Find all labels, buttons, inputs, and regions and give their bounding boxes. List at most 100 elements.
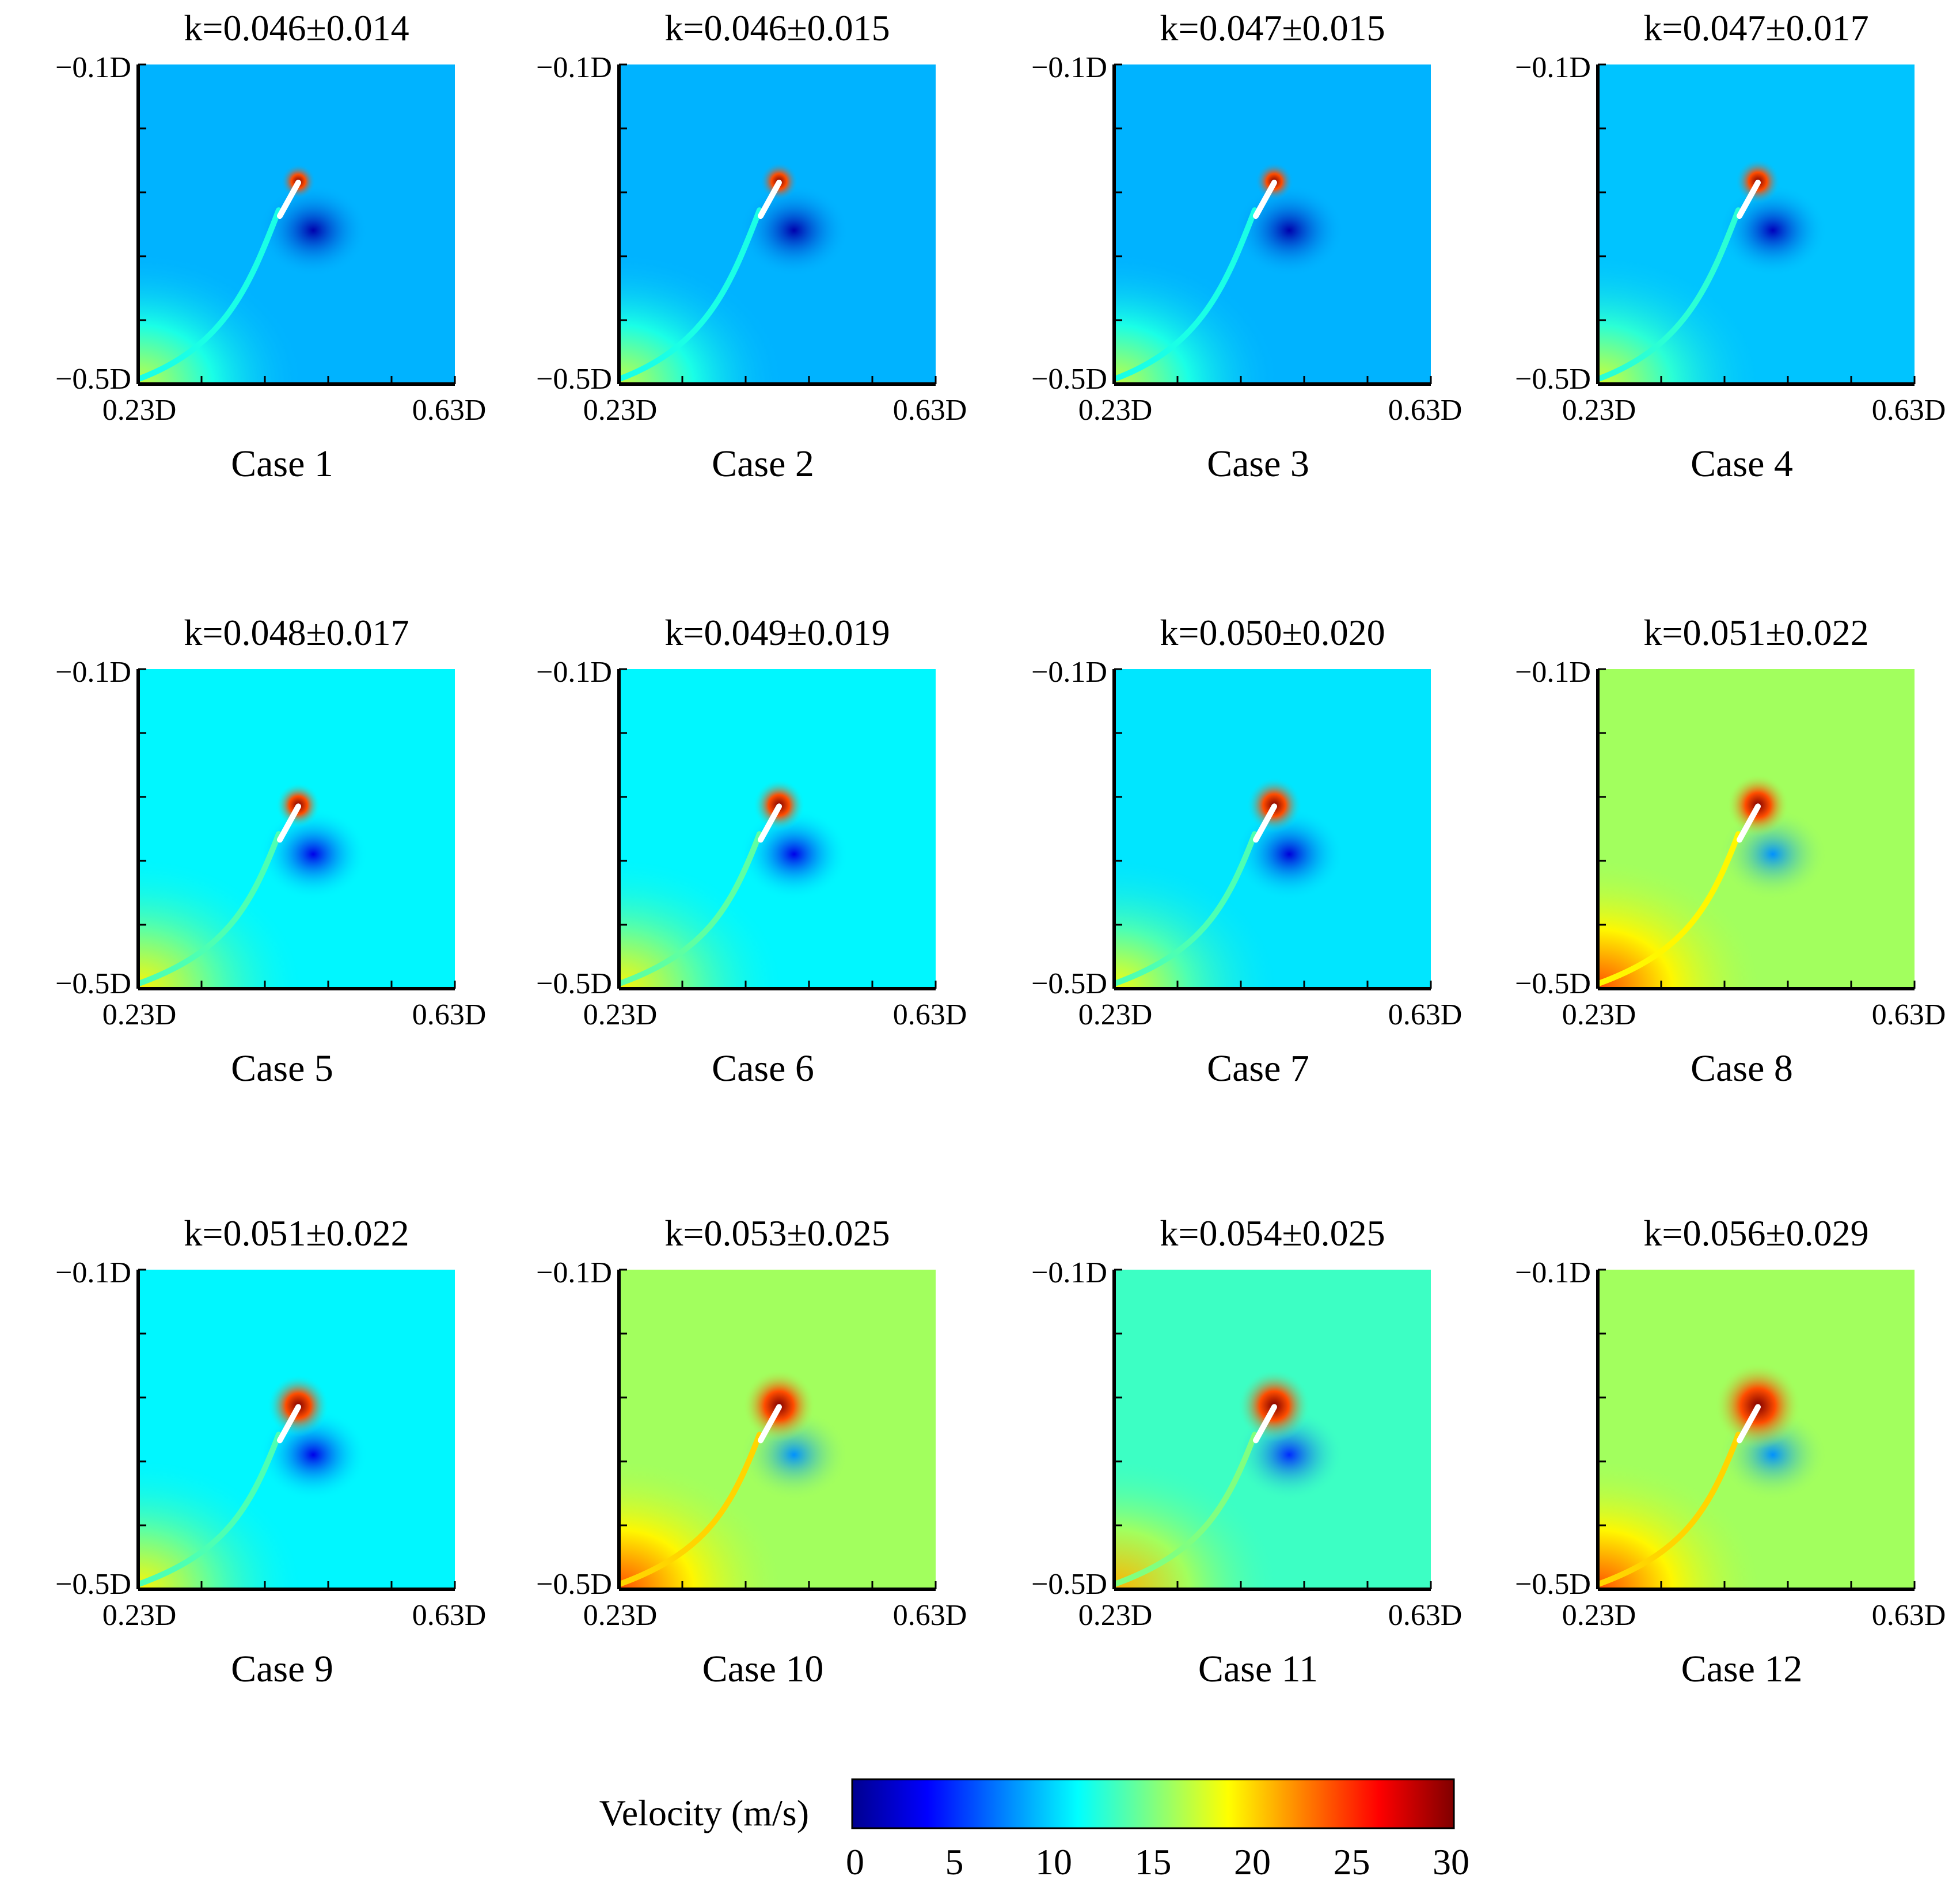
- velocity-field: [1114, 669, 1431, 989]
- blade-section: [1253, 803, 1277, 843]
- x-axis-left-label: 0.23D: [102, 998, 177, 1031]
- x-axis-right-label: 0.63D: [893, 394, 967, 427]
- x-axis-right-label: 0.63D: [1872, 394, 1946, 427]
- case-label: Case 4: [1691, 443, 1793, 485]
- y-axis-top-label: −0.1D: [55, 1256, 131, 1289]
- y-axis-top-label: −0.1D: [1515, 656, 1591, 689]
- x-axis-left-label: 0.23D: [1562, 998, 1636, 1031]
- x-axis-left-label: 0.23D: [1078, 998, 1153, 1031]
- y-axis-bottom-label: −0.5D: [536, 1568, 612, 1601]
- velocity-field: [138, 669, 455, 989]
- panel-title: k=0.048±0.017: [184, 612, 409, 653]
- x-axis-right-label: 0.63D: [1388, 1599, 1463, 1632]
- low-velocity-lobe: [739, 184, 849, 277]
- y-axis-top-label: −0.1D: [1031, 656, 1107, 689]
- wake-trail: [619, 831, 762, 987]
- colorbar-tick-label: 25: [1334, 1841, 1370, 1882]
- panel-title: k=0.046±0.015: [664, 7, 890, 48]
- case-label: Case 1: [231, 443, 333, 485]
- case-label: Case 12: [1681, 1648, 1803, 1690]
- y-axis-top-label: −0.1D: [536, 1256, 612, 1289]
- wake-trail: [138, 1431, 282, 1588]
- wake-trail: [1598, 207, 1741, 382]
- case-label: Case 5: [231, 1047, 333, 1089]
- velocity-field: [1598, 1270, 1915, 1589]
- blade-section: [1737, 1404, 1761, 1444]
- y-axis-bottom-label: −0.5D: [1515, 967, 1591, 1000]
- velocity-field: [1114, 64, 1431, 384]
- panel-11: k=0.054±0.025 −0.1D −0.5D0.23D 0.63D Case 11: [1031, 1213, 1462, 1690]
- y-axis-bottom-label: −0.5D: [1031, 967, 1107, 1000]
- y-axis-bottom-label: −0.5D: [55, 363, 131, 396]
- wake-trail: [1598, 831, 1741, 987]
- x-axis-left-label: 0.23D: [1562, 1599, 1636, 1632]
- panel-5: k=0.048±0.017 −0.1D −0.5D0.23D 0.63D Case 5: [55, 612, 486, 1089]
- wake-trail: [138, 207, 282, 382]
- case-label: Case 2: [712, 443, 814, 485]
- panel-3: k=0.047±0.015 −0.1D −0.5D0.23D 0.63D Case 3: [1031, 7, 1462, 485]
- colorbar-tick-label: 20: [1234, 1841, 1271, 1882]
- x-axis-right-label: 0.63D: [893, 998, 967, 1031]
- colorbar-ticks: 0 5 10 15 20 25 30: [846, 1841, 1469, 1882]
- x-axis-right-label: 0.63D: [412, 998, 487, 1031]
- x-axis-right-label: 0.63D: [1872, 998, 1946, 1031]
- x-axis-left-label: 0.23D: [102, 394, 177, 427]
- panel-9: k=0.051±0.022 −0.1D −0.5D0.23D 0.63D Case 9: [55, 1213, 486, 1690]
- velocity-field: [138, 1270, 455, 1589]
- low-velocity-lobe: [259, 184, 368, 277]
- velocity-field: [619, 1270, 936, 1589]
- panel-title: k=0.049±0.019: [664, 612, 890, 653]
- colorbar: Velocity (m/s) 0 5 10 15 20 25 30: [599, 1778, 1469, 1882]
- x-axis-left-label: 0.23D: [1078, 1599, 1153, 1632]
- blade-section: [758, 803, 782, 843]
- case-label: Case 8: [1691, 1047, 1793, 1089]
- panel-4: k=0.047±0.017 −0.1D −0.5D0.23D 0.63D Case 4: [1515, 7, 1946, 485]
- x-axis-right-label: 0.63D: [1388, 394, 1463, 427]
- y-axis-top-label: −0.1D: [55, 51, 131, 84]
- x-axis-left-label: 0.23D: [1562, 394, 1636, 427]
- panel-title: k=0.050±0.020: [1160, 612, 1385, 653]
- blade-section: [277, 1404, 301, 1444]
- colorbar-tick-label: 30: [1433, 1841, 1469, 1882]
- blade-section: [1737, 180, 1761, 219]
- x-axis-left-label: 0.23D: [1078, 394, 1153, 427]
- colorbar-gradient: [851, 1778, 1455, 1829]
- x-axis-right-label: 0.63D: [412, 1599, 487, 1632]
- case-label: Case 3: [1207, 443, 1309, 485]
- panel-6: k=0.049±0.019 −0.1D −0.5D0.23D 0.63D Case 6: [536, 612, 967, 1089]
- blade-section: [277, 803, 301, 843]
- y-axis-top-label: −0.1D: [1515, 1256, 1591, 1289]
- y-axis-top-label: −0.1D: [1031, 51, 1107, 84]
- velocity-field: [1598, 669, 1915, 989]
- velocity-field: [619, 669, 936, 989]
- y-axis-bottom-label: −0.5D: [1031, 363, 1107, 396]
- panel-title: k=0.046±0.014: [184, 7, 409, 48]
- wake-trail: [619, 1431, 762, 1588]
- y-axis-top-label: −0.1D: [536, 656, 612, 689]
- panel-title: k=0.051±0.022: [1643, 612, 1868, 653]
- wake-trail: [1114, 1431, 1258, 1588]
- blade-section: [1737, 803, 1761, 843]
- x-axis-right-label: 0.63D: [412, 394, 487, 427]
- panel-10: k=0.053±0.025 −0.1D −0.5D0.23D 0.63D Case 10: [536, 1213, 967, 1690]
- case-label: Case 10: [702, 1648, 824, 1690]
- panel-title: k=0.053±0.025: [664, 1213, 890, 1254]
- panel-title: k=0.056±0.029: [1643, 1213, 1868, 1254]
- y-axis-bottom-label: −0.5D: [1515, 1568, 1591, 1601]
- colorbar-tick-label: 5: [945, 1841, 964, 1882]
- y-axis-bottom-label: −0.5D: [536, 967, 612, 1000]
- wake-trail: [1114, 831, 1258, 987]
- x-axis-right-label: 0.63D: [1872, 1599, 1946, 1632]
- low-velocity-lobe: [1235, 184, 1344, 277]
- wake-trail: [138, 831, 282, 987]
- wake-trail: [1114, 207, 1258, 382]
- panel-8: k=0.051±0.022 −0.1D −0.5D0.23D 0.63D Case 8: [1515, 612, 1946, 1089]
- colorbar-label: Velocity (m/s): [599, 1793, 809, 1833]
- blade-section: [277, 180, 301, 219]
- velocity-field: [1598, 64, 1915, 384]
- y-axis-top-label: −0.1D: [55, 656, 131, 689]
- panel-7: k=0.050±0.020 −0.1D −0.5D0.23D 0.63D Case 7: [1031, 612, 1462, 1089]
- colorbar-tick-label: 10: [1035, 1841, 1072, 1882]
